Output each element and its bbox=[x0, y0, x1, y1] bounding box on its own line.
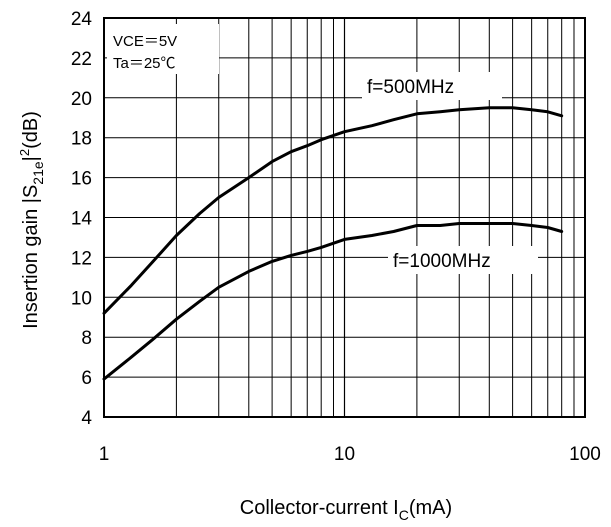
y-tick-label: 24 bbox=[71, 9, 93, 30]
y-tick-label: 18 bbox=[71, 129, 92, 150]
y-tick-label: 4 bbox=[81, 408, 92, 429]
y-tick-labels: 4 6 8 10 12 14 16 18 20 22 24 bbox=[71, 9, 93, 429]
y-tick-label: 8 bbox=[81, 328, 92, 349]
y-tick-label: 22 bbox=[71, 49, 92, 70]
series-label-1000: f=1000MHz bbox=[388, 246, 538, 274]
series-line-500mhz bbox=[102, 106, 564, 315]
y-tick-label: 14 bbox=[71, 209, 93, 230]
series-label-1000-text: f=1000MHz bbox=[393, 251, 491, 272]
y-tick-label: 12 bbox=[71, 248, 92, 269]
y-axis-title: Insertion gain |S21e|2(dB) bbox=[17, 111, 46, 329]
y-tick-label: 6 bbox=[81, 368, 92, 389]
grid bbox=[104, 18, 585, 417]
x-tick-label: 1 bbox=[99, 444, 110, 465]
series-line-1000mhz bbox=[102, 222, 564, 381]
conditions-box: VCE＝5V Ta＝25℃ bbox=[107, 24, 219, 74]
x-tick-label: 100 bbox=[569, 444, 601, 465]
condition-ta: Ta＝25℃ bbox=[113, 55, 176, 72]
series-label-500: f=500MHz bbox=[362, 72, 502, 100]
plot-frame bbox=[103, 17, 586, 418]
x-tick-labels: 1 10 100 bbox=[99, 444, 601, 465]
condition-vce: VCE＝5V bbox=[113, 33, 177, 50]
x-tick-label: 10 bbox=[334, 444, 355, 465]
y-tick-label: 10 bbox=[71, 288, 92, 309]
curves bbox=[102, 106, 564, 381]
y-tick-label: 20 bbox=[71, 89, 92, 110]
series-label-500-text: f=500MHz bbox=[367, 77, 454, 98]
y-tick-label: 16 bbox=[71, 169, 92, 190]
x-axis-title: Collector-current IC(mA) bbox=[240, 497, 452, 523]
